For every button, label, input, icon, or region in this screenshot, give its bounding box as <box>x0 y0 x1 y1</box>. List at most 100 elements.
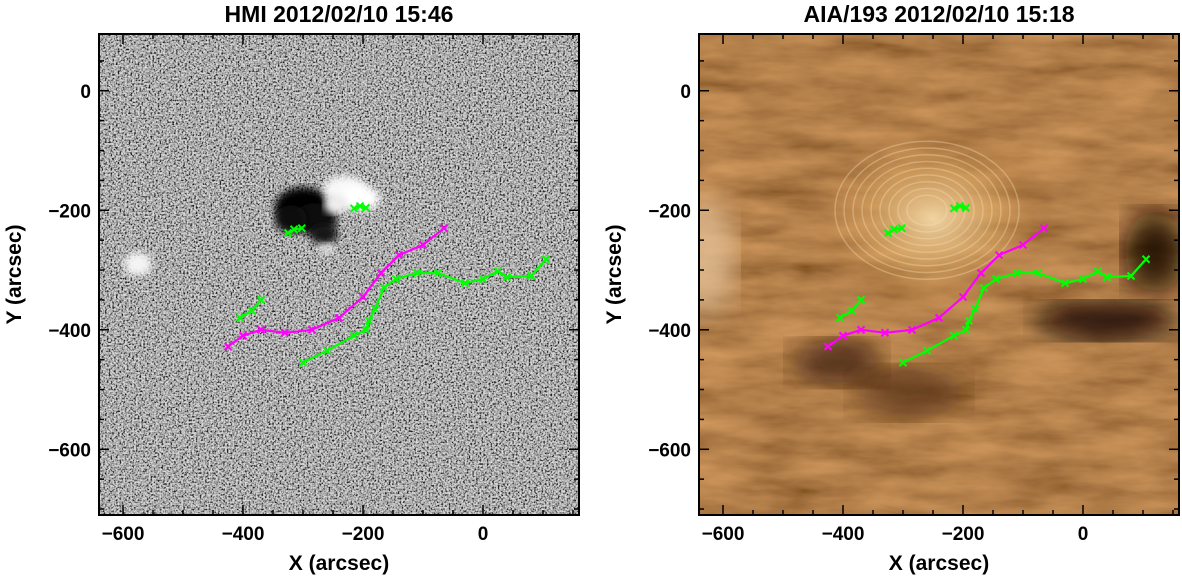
trace-1-line <box>902 258 1147 364</box>
x-axis-label: X (arcsec) <box>889 552 989 575</box>
trace-1-marker <box>1078 274 1088 284</box>
y-tick-label: −400 <box>48 321 91 342</box>
y-tick-label: −600 <box>648 440 691 461</box>
trace-1-marker <box>433 268 443 278</box>
trace-1-marker <box>970 304 980 314</box>
trace-0-marker <box>823 342 833 351</box>
trace-0-marker <box>934 313 944 323</box>
trace-0-marker <box>280 328 290 337</box>
trace-3-marker <box>897 223 907 233</box>
trace-3-marker <box>283 228 293 238</box>
trace-1-marker <box>979 283 989 293</box>
trace-0-marker <box>376 268 386 278</box>
trace-0-marker <box>994 250 1004 260</box>
trace-2-marker <box>247 306 257 315</box>
trace-3-marker <box>883 228 893 238</box>
trace-0-marker <box>1039 223 1049 233</box>
trace-1-marker <box>379 283 389 293</box>
hmi-image <box>99 34 579 515</box>
trace-1-marker <box>391 274 401 284</box>
x-tick-label: −200 <box>342 524 385 545</box>
trace-1-marker <box>478 274 488 284</box>
x-axis-label: X (arcsec) <box>289 552 389 575</box>
x-tick-label: 0 <box>478 524 489 545</box>
y-tick-label: −200 <box>48 201 91 222</box>
y-tick-label: 0 <box>680 82 691 103</box>
trace-0-marker <box>358 292 368 302</box>
trace-4-marker <box>349 204 359 213</box>
hmi-frame <box>98 33 580 516</box>
trace-4-marker <box>361 203 371 213</box>
trace-1-line <box>302 258 547 364</box>
x-tick-label: 0 <box>1078 524 1089 545</box>
trace-1-marker <box>922 346 932 355</box>
y-axis-label: Y (arcsec) <box>3 224 26 324</box>
x-tick-label: −600 <box>702 524 745 545</box>
trace-1-marker <box>526 271 536 281</box>
trace-1-marker <box>493 267 503 276</box>
trace-1-marker <box>1126 271 1136 281</box>
y-tick-label: −600 <box>48 440 91 461</box>
trace-1-marker <box>1141 255 1151 264</box>
trace-1-marker <box>1060 278 1070 288</box>
trace-0-marker <box>439 223 449 233</box>
trace-2-marker <box>856 295 866 305</box>
trace-4-marker <box>355 201 365 211</box>
trace-1-marker <box>412 268 422 278</box>
trace-1-marker <box>898 358 908 367</box>
trace-1-marker <box>298 358 308 367</box>
trace-2-marker <box>256 295 266 305</box>
trace-0-marker <box>394 250 404 260</box>
trace-1-marker <box>991 274 1001 284</box>
y-tick-label: −400 <box>648 321 691 342</box>
aia-title: AIA/193 2012/02/10 15:18 <box>803 1 1074 27</box>
trace-0-marker <box>976 268 986 278</box>
trace-2-marker <box>835 313 845 323</box>
trace-1-marker <box>964 316 974 326</box>
x-tick-label: −400 <box>822 524 865 545</box>
aia-panel: −600 −400 −200 0 0 −200 −400 −600 AIA/193 2012/0… <box>603 1 1180 575</box>
trace-0-marker <box>256 325 266 334</box>
trace-0-marker <box>856 325 866 334</box>
trace-0-marker <box>418 240 428 250</box>
aia-frame <box>698 33 1180 516</box>
trace-0-marker <box>1018 240 1028 250</box>
trace-1-marker <box>1093 267 1103 276</box>
trace-3-marker <box>889 225 899 234</box>
trace-1-marker <box>1102 272 1112 282</box>
trace-1-marker <box>460 278 470 288</box>
x-tick-label: −600 <box>102 524 145 545</box>
trace-0-marker <box>334 313 344 323</box>
trace-3-marker <box>289 225 299 234</box>
trace-0-marker <box>238 331 248 340</box>
trace-1-marker <box>1012 268 1022 278</box>
trace-1-marker <box>370 304 380 314</box>
trace-3-marker <box>297 223 307 233</box>
trace-2-marker <box>847 306 857 315</box>
trace-0-marker <box>907 325 917 334</box>
trace-0-marker <box>223 342 233 351</box>
trace-2-marker <box>235 313 245 323</box>
trace-1-marker <box>361 325 371 334</box>
trace-1-marker <box>349 331 359 340</box>
trace-1-marker <box>961 325 971 334</box>
hmi-panel: −600 −400 −200 0 0 −200 −400 −600 HMI 2012/02/10… <box>3 1 580 575</box>
trace-0-marker <box>838 331 848 340</box>
hmi-title: HMI 2012/02/10 15:46 <box>225 1 454 27</box>
trace-0-marker <box>307 325 317 334</box>
x-tick-label: −400 <box>222 524 265 545</box>
y-tick-label: 0 <box>80 82 91 103</box>
trace-4-marker <box>949 204 959 213</box>
trace-1-marker <box>541 255 551 264</box>
trace-1-marker <box>949 331 959 340</box>
trace-1-marker <box>364 316 374 326</box>
y-axis-label: Y (arcsec) <box>603 224 626 324</box>
y-tick-label: −200 <box>648 201 691 222</box>
trace-4-marker <box>961 203 971 213</box>
aia-image <box>699 34 1179 515</box>
trace-0-marker <box>880 328 890 337</box>
trace-1-marker <box>1033 268 1043 278</box>
x-tick-label: −200 <box>942 524 985 545</box>
trace-4-marker <box>955 201 965 211</box>
